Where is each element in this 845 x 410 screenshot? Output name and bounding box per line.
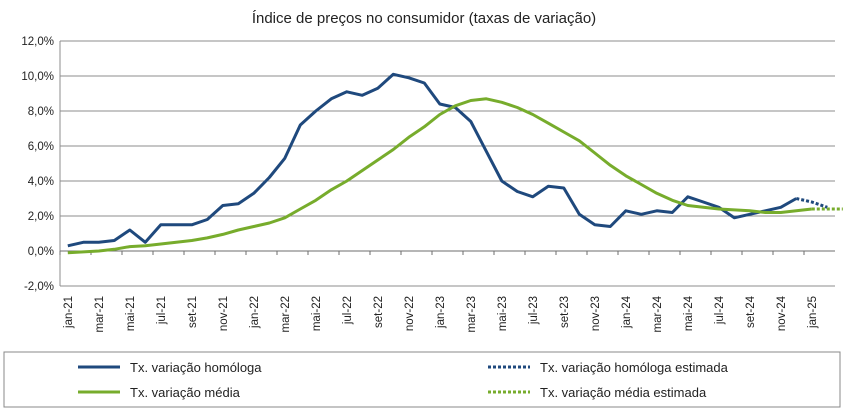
x-tick-label: jul-23: [528, 296, 540, 325]
x-tick-label: mar-22: [280, 296, 292, 332]
y-tick-label: 4,0%: [28, 176, 54, 188]
chart-title: Índice de preços no consumidor (taxas de…: [252, 10, 596, 27]
x-tick-label: nov-24: [776, 295, 788, 331]
x-tick-label: jan-24: [621, 295, 633, 329]
y-tick-label: 0,0%: [28, 246, 54, 258]
x-tick-label: set-22: [373, 296, 385, 328]
x-tick-label: jan-21: [63, 296, 75, 329]
legend-box: [3, 351, 841, 408]
grid-lines: [60, 40, 835, 287]
x-tick-label: nov-22: [404, 296, 416, 331]
series-line-estimated-homologa: [795, 197, 828, 209]
x-tick-label: jan-25: [807, 296, 819, 329]
x-tick-label: set-23: [559, 296, 571, 328]
x-tick-label: jan-23: [435, 296, 447, 329]
x-tick-labels: jan-21 mar-21 mai-21 jul-21 set-21 nov-21 jan-…: [63, 295, 819, 332]
y-tick-label: 10,0%: [21, 71, 54, 83]
x-tick-label: nov-23: [590, 296, 602, 331]
x-tick-label: mar-23: [466, 296, 478, 332]
y-tick-label: 2,0%: [28, 211, 54, 223]
x-tick-label: set-24: [745, 295, 757, 328]
x-tick-label: mai-21: [125, 296, 137, 331]
y-tick-labels: -2,0% 0,0% 2,0% 4,0% 6,0% 8,0% 10,0% 12,0%: [21, 36, 54, 293]
y-tick-label: -2,0%: [24, 281, 54, 293]
legend: Tx. variação homóloga Tx. variação homólo…: [3, 351, 841, 408]
x-tick-label: jan-22: [249, 296, 261, 329]
legend-label: Tx. variação média estimada: [540, 385, 707, 400]
x-tick-label: mar-21: [94, 296, 106, 332]
series-line-media: [67, 97, 812, 255]
x-tick-label: jul-24: [714, 295, 726, 325]
x-tick-label: mar-24: [652, 295, 664, 332]
x-tick-label: mai-22: [311, 296, 323, 331]
legend-label: Tx. variação homóloga: [130, 360, 262, 375]
x-tick-label: mai-23: [497, 296, 509, 331]
y-tick-label: 6,0%: [28, 141, 54, 153]
y-tick-label: 12,0%: [21, 36, 54, 48]
legend-label: Tx. variação média: [130, 385, 241, 400]
x-tick-label: set-21: [187, 296, 199, 328]
x-tick-label: nov-21: [218, 296, 230, 331]
x-tick-label: jul-21: [156, 296, 168, 325]
axes: [59, 41, 835, 286]
series-line-homologa: [67, 72, 798, 248]
legend-label: Tx. variação homóloga estimada: [540, 360, 729, 375]
y-tick-label: 8,0%: [28, 106, 54, 118]
x-tick-label: mai-24: [683, 295, 695, 331]
x-tick-label: jul-22: [342, 296, 354, 325]
series-lines: [67, 72, 843, 255]
